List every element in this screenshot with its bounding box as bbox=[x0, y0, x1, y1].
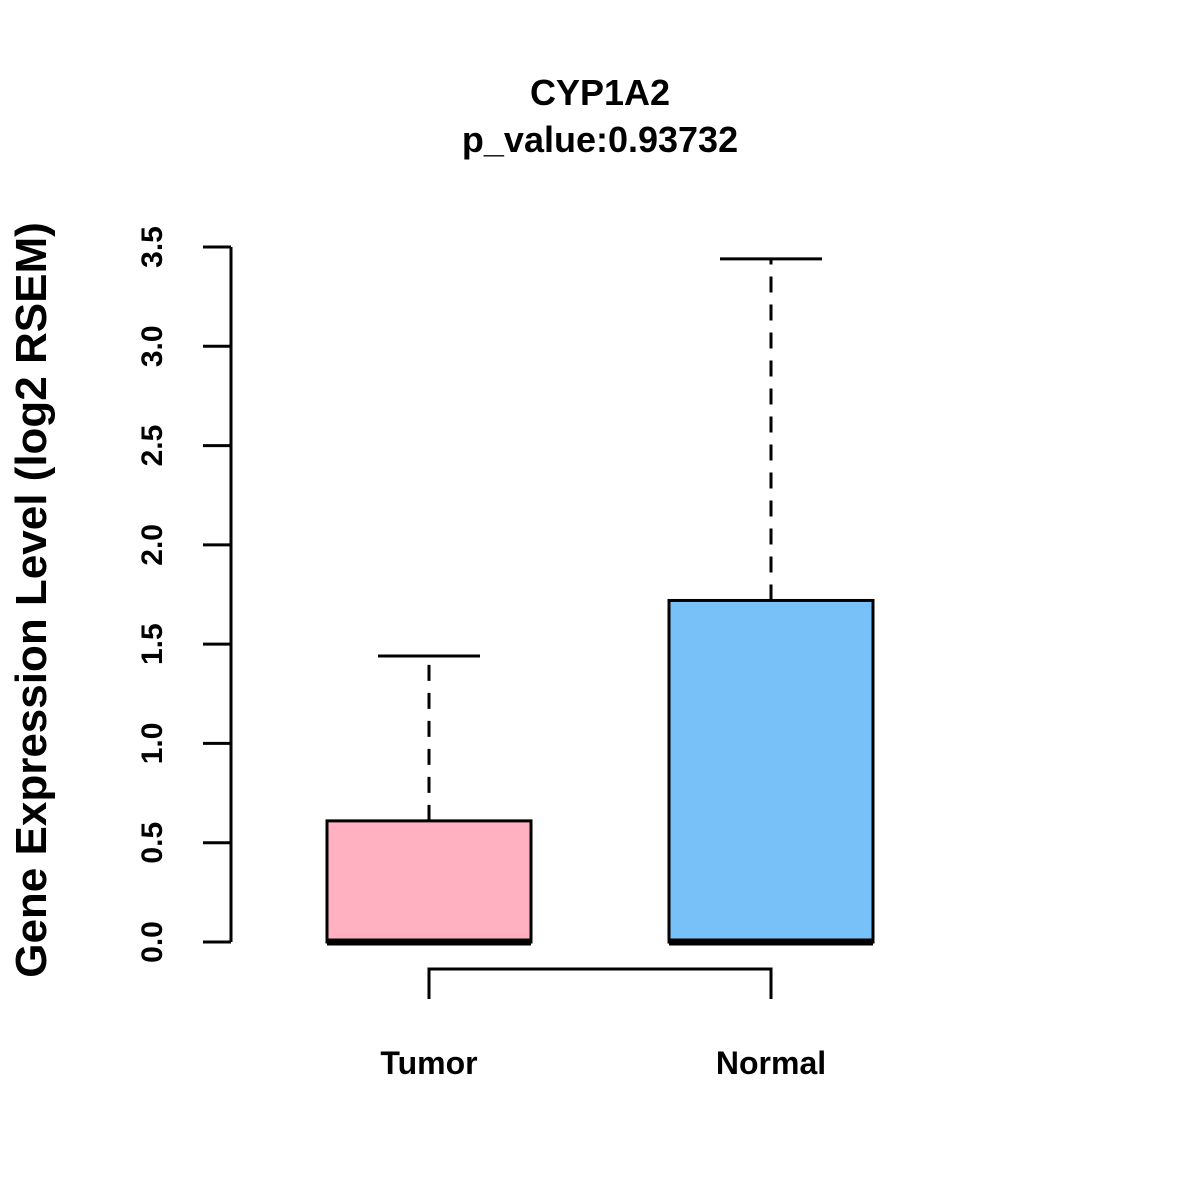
y-tick-label: 2.0 bbox=[136, 524, 169, 566]
y-axis-ticks: 0.0 0.5 1.0 1.5 2.0 2.5 3.0 3.5 bbox=[136, 226, 231, 963]
y-axis-label: Gene Expression Level (log2 RSEM) bbox=[7, 222, 56, 978]
bracket-line bbox=[427, 967, 773, 999]
x-label-tumor: Tumor bbox=[380, 1045, 477, 1081]
y-tick-label: 1.0 bbox=[136, 723, 169, 765]
box-body bbox=[667, 598, 875, 944]
x-label-normal: Normal bbox=[716, 1045, 826, 1081]
chart-title: CYP1A2 bbox=[530, 72, 670, 113]
y-tick-label: 3.5 bbox=[136, 226, 169, 268]
y-tick-label: 2.5 bbox=[136, 425, 169, 467]
box-tumor bbox=[325, 654, 533, 946]
y-tick-label: 1.5 bbox=[136, 623, 169, 665]
y-tick-label: 3.0 bbox=[136, 325, 169, 367]
box-normal bbox=[667, 257, 875, 946]
x-axis-labels: Tumor Normal bbox=[380, 1045, 826, 1081]
boxes bbox=[325, 257, 875, 946]
y-tick-label: 0.5 bbox=[136, 822, 169, 864]
chart-subtitle: p_value:0.93732 bbox=[462, 119, 738, 160]
box-body bbox=[325, 819, 533, 944]
y-tick-label: 0.0 bbox=[136, 921, 169, 963]
comparison-bracket bbox=[427, 967, 773, 999]
